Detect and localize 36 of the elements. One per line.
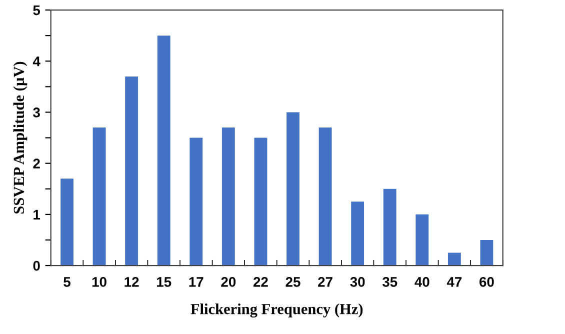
bar	[286, 112, 300, 266]
x-axis-title: Flickering Frequency (Hz)	[190, 303, 363, 318]
x-tick-label: 27	[318, 277, 332, 287]
bar	[254, 138, 268, 266]
bar	[60, 178, 74, 266]
x-tick-label: 47	[446, 277, 462, 287]
bar	[222, 128, 235, 266]
bar	[157, 36, 170, 266]
y-tick-label: 0	[33, 260, 40, 271]
bar	[480, 240, 494, 266]
x-tick-label: 10	[92, 277, 106, 287]
y-tick-label: 3	[33, 108, 40, 118]
bar	[416, 214, 429, 266]
bar	[92, 128, 106, 266]
y-tick-label: 5	[33, 5, 40, 16]
x-tick-label: 12	[124, 277, 139, 287]
bar	[190, 138, 203, 266]
y-tick-label: 4	[32, 56, 40, 66]
bar	[318, 128, 332, 266]
y-tick-label: 2	[33, 158, 40, 168]
bar	[383, 188, 396, 266]
x-tick-label: 15	[157, 277, 172, 287]
x-tick-label: 60	[479, 277, 494, 287]
x-tick-label: 22	[253, 277, 268, 287]
x-tick-label: 5	[64, 277, 70, 287]
y-tick-label: 1	[34, 210, 40, 220]
bar	[125, 76, 138, 266]
x-tick-label: 30	[350, 277, 365, 287]
x-tick-label: 20	[221, 277, 236, 287]
bar	[351, 202, 364, 266]
x-tick-label: 40	[414, 277, 430, 287]
x-tick-label: 35	[382, 277, 398, 287]
x-tick-label: 17	[189, 277, 204, 287]
x-tick-label: 25	[286, 277, 300, 287]
bar	[448, 252, 461, 266]
y-axis-title: SSVEP Amplitude (µV)	[13, 62, 28, 214]
